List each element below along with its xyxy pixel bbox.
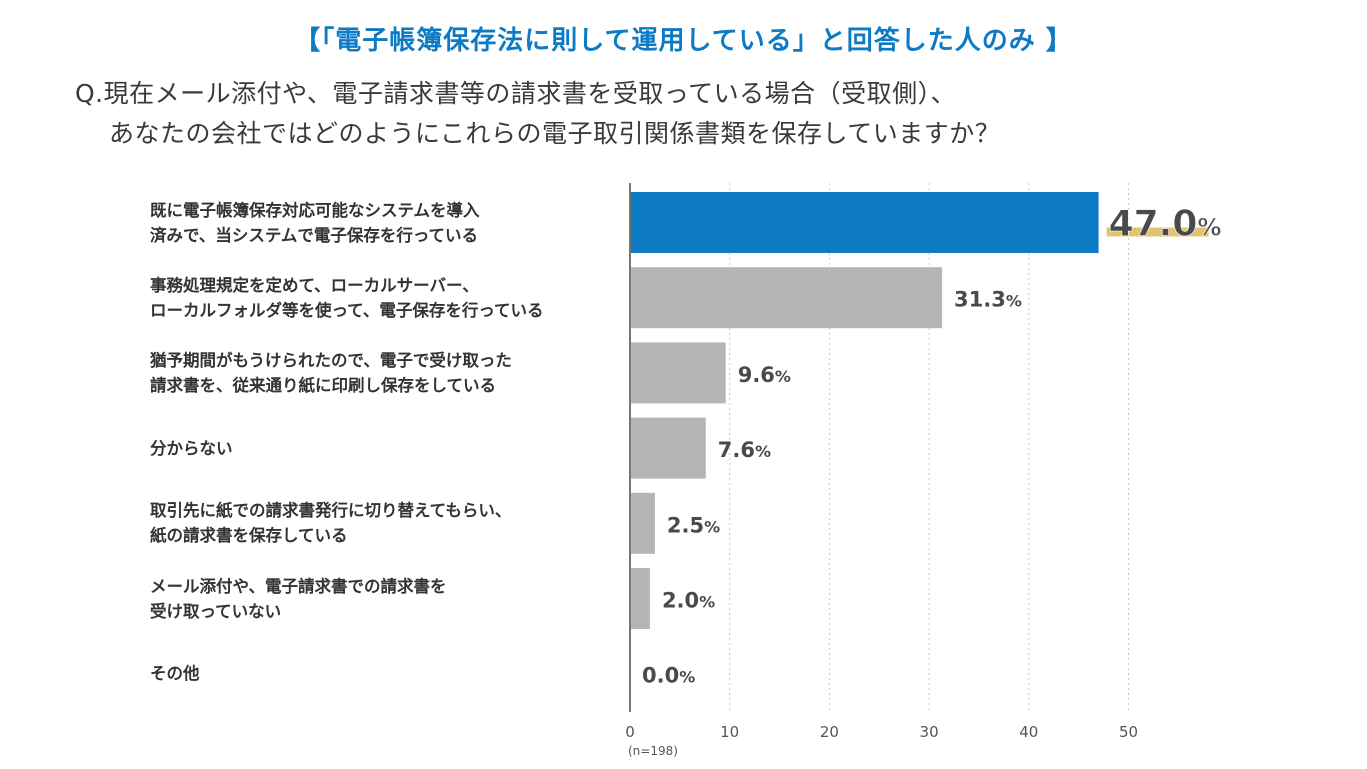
bar-value-number: 2.0 [662,589,699,613]
bar-value-4: 2.5% [667,513,720,537]
bar-value-number: 0.0 [642,664,679,688]
category-label-3: 分からない [150,438,233,458]
category-label-4: 取引先に紙での請求書発行に切り替えてもらい、 紙の請求書を保存している [150,501,512,546]
bar-value-unit: % [679,668,695,687]
header-note: 【「電子帳簿保存法に則して運用している」と回答した人のみ 】 [294,26,1073,56]
bar-value-0: 47.0% [1109,204,1222,245]
question-line-2: あなたの会社ではどのようにこれらの電子取引関係書類を保存していますか？ [109,119,1001,148]
bar-value-6: 0.0% [642,664,695,688]
bar-value-unit: % [755,442,771,461]
bar-5 [630,568,650,629]
category-label-2: 猶予期間がもうけられたので、電子で受け取った 請求書を、従来通り紙に印刷し保存を… [150,350,512,395]
bar-value-1: 31.3% [954,288,1022,312]
bar-value-unit: % [699,593,715,612]
category-label-1: 事務処理規定を定めて、ローカルサーバー、 ローカルフォルダ等を使って、電子保存を… [150,275,544,320]
bar-value-unit: % [1006,292,1022,311]
question-line-1: Q.現在メール添付や、電子請求書等の請求書を受取っている場合（受取側）、 [75,79,957,108]
bar-4 [630,492,655,554]
bar-value-5: 2.0% [662,589,715,613]
x-tick-label-0: 0 [625,723,635,741]
bar-value-number: 31.3 [954,288,1006,312]
bar-value-number: 7.6 [718,438,755,462]
bar-2 [630,342,726,404]
bar-3 [630,417,706,479]
bar-1 [630,267,943,329]
bar-0 [630,192,1099,253]
bar-value-number: 2.5 [667,513,704,537]
x-tick-label-20: 20 [820,723,839,741]
bar-value-unit: % [775,367,791,386]
bar-value-2: 9.6% [738,363,791,387]
bar-value-3: 7.6% [718,438,771,462]
category-label-0: 既に電子帳簿保存対応可能なシステムを導入 済みで、当システムで電子保存を行ってい… [150,200,480,245]
x-tick-label-40: 40 [1019,723,1038,741]
question-text: Q.現在メール添付や、電子請求書等の請求書を受取っている場合（受取側）、 あなた… [75,74,1000,154]
highlight-underline [1106,227,1209,237]
x-tick-label-50: 50 [1119,723,1138,741]
x-tick-label-10: 10 [720,723,739,741]
category-label-5: メール添付や、電子請求書での請求書を 受け取っていない [150,576,447,621]
bar-value-number: 9.6 [738,363,775,387]
bar-value-unit: % [704,517,720,536]
bar-value-number: 47.0 [1109,204,1198,245]
x-tick-label-30: 30 [920,723,939,741]
category-label-6: その他 [150,664,200,684]
sample-size: (n=198) [628,744,678,758]
bar-value-unit: % [1197,214,1221,242]
